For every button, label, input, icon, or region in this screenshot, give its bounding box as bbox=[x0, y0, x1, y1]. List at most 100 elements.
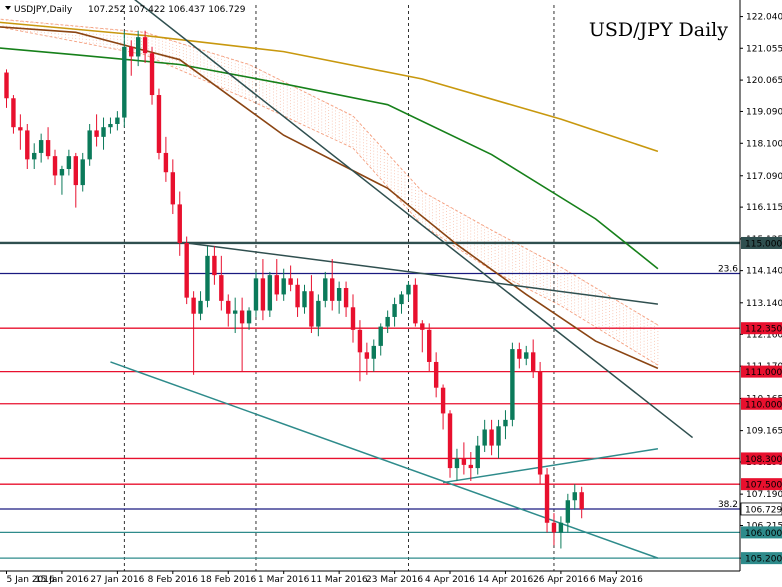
time-tick-label: 14 Apr 2016 bbox=[478, 575, 534, 585]
candle-bull bbox=[135, 37, 141, 57]
trendline bbox=[186, 242, 659, 305]
price-tick-label: 117.090 bbox=[746, 172, 782, 182]
candle-bull bbox=[392, 304, 397, 317]
time-tick-label: 8 Feb 2016 bbox=[148, 575, 199, 585]
chart-title: USD/JPY Daily bbox=[589, 19, 728, 41]
dropdown-icon[interactable] bbox=[5, 6, 11, 10]
level-tag-label: 115.000 bbox=[745, 239, 782, 249]
candle-bull bbox=[496, 426, 501, 446]
candle-bull bbox=[122, 46, 127, 118]
level-tag bbox=[741, 552, 782, 565]
time-tick-label: 27 Jan 2016 bbox=[90, 575, 144, 585]
candle-bull bbox=[87, 130, 92, 160]
candle-bull bbox=[38, 140, 44, 153]
level-tag bbox=[741, 236, 782, 249]
level-tag-label: 112.350 bbox=[745, 325, 782, 335]
level-tag bbox=[741, 478, 782, 491]
candle-bear bbox=[309, 291, 314, 327]
candle-bear bbox=[94, 130, 99, 137]
candle-bull bbox=[524, 352, 529, 359]
candle-bear bbox=[129, 46, 134, 57]
candle-bear bbox=[239, 310, 245, 324]
level-tag bbox=[741, 526, 782, 539]
candle-bull bbox=[406, 284, 411, 295]
candle-bull bbox=[115, 117, 120, 124]
candle-bear bbox=[191, 297, 196, 314]
candle-bear bbox=[18, 127, 23, 131]
candle-bear bbox=[517, 349, 522, 359]
candle-bull bbox=[399, 294, 404, 305]
trendline bbox=[442, 448, 659, 484]
level-tag-label: 106.000 bbox=[745, 529, 782, 539]
candle-bear bbox=[357, 329, 363, 353]
candle-bull bbox=[558, 522, 564, 533]
trendline bbox=[110, 361, 659, 559]
candle-bear bbox=[364, 352, 370, 359]
candle-bear bbox=[156, 95, 162, 153]
candle-bear bbox=[226, 300, 231, 314]
candle-bull bbox=[232, 310, 238, 314]
moving-average-line bbox=[0, 26, 659, 370]
candle-bull bbox=[302, 291, 307, 308]
candle-bear bbox=[551, 522, 557, 533]
candle-bear bbox=[260, 278, 266, 311]
candle-bull bbox=[454, 458, 460, 469]
candle-bear bbox=[45, 140, 51, 157]
candle-bear bbox=[468, 464, 474, 469]
level-tag bbox=[741, 322, 782, 335]
current-price-label: 106.729 bbox=[745, 505, 782, 515]
candle-bear bbox=[288, 278, 293, 285]
candle-bear bbox=[579, 492, 584, 509]
candle-bear bbox=[25, 130, 30, 160]
candle-bull bbox=[475, 445, 480, 469]
ohlc-values: 107.252 107.422 106.437 106.729 bbox=[88, 5, 246, 15]
candle-bear bbox=[73, 156, 78, 186]
trendline bbox=[134, 0, 694, 439]
candle-bull bbox=[378, 326, 383, 346]
symbol-label: USDJPY,Daily bbox=[14, 5, 73, 15]
candle-bear bbox=[11, 98, 16, 128]
price-tick-label: 120.065 bbox=[746, 76, 782, 86]
current-price-tag bbox=[740, 502, 782, 516]
cloud-span-a bbox=[0, 18, 659, 326]
candle-bear bbox=[4, 72, 9, 99]
candle-bull bbox=[503, 419, 508, 427]
candle-bear bbox=[219, 275, 224, 301]
candle-bear bbox=[184, 242, 189, 298]
candle-bear bbox=[343, 288, 349, 308]
candle-bull bbox=[565, 500, 571, 523]
time-tick-label: 11 Mar 2016 bbox=[311, 575, 368, 585]
candles bbox=[4, 30, 584, 549]
level-tag-label: 110.000 bbox=[745, 400, 782, 410]
price-tick-label: 113.140 bbox=[746, 299, 782, 309]
candle-bear bbox=[177, 204, 182, 243]
candle-bear bbox=[212, 255, 217, 276]
candle-bear bbox=[274, 275, 279, 295]
fib-label: 23.6 bbox=[718, 265, 738, 275]
candle-bear bbox=[170, 172, 176, 205]
candle-bear bbox=[440, 387, 446, 414]
candle-bull bbox=[336, 288, 342, 301]
time-tick-label: 5 Jan 2016 bbox=[7, 575, 55, 585]
moving-average-line bbox=[0, 21, 659, 153]
level-tag bbox=[741, 452, 782, 465]
price-tick-label: 118.100 bbox=[746, 139, 782, 149]
price-axis: 122.040 121.055 120.065 119.090 118.100 117.0… bbox=[739, 0, 782, 587]
price-tick-label: 107.190 bbox=[746, 490, 782, 500]
price-tick-label: 121.055 bbox=[746, 44, 782, 54]
candle-bull bbox=[246, 310, 252, 324]
candle-bear bbox=[52, 156, 58, 176]
time-tick-label: 18 Feb 2016 bbox=[200, 575, 256, 585]
candle-bear bbox=[413, 284, 418, 324]
candle-bear bbox=[295, 284, 300, 308]
price-tick-label: 122.040 bbox=[746, 13, 782, 23]
time-tick-label: 23 Mar 2016 bbox=[366, 575, 423, 585]
candle-bear bbox=[537, 371, 543, 475]
time-tick-label: 4 Apr 2016 bbox=[425, 575, 475, 585]
candle-bull bbox=[510, 349, 515, 420]
candle-bear bbox=[149, 53, 155, 96]
candle-bull bbox=[316, 300, 321, 327]
